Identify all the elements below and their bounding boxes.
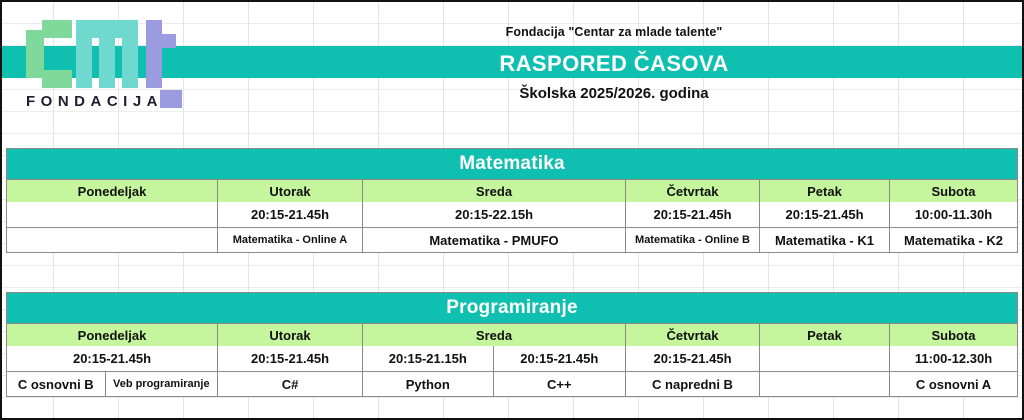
subject-cell-utorak[interactable]: Matematika - Online A xyxy=(218,227,363,252)
time-cell-cetvrtak[interactable]: 20:15-21.45h xyxy=(626,346,760,371)
time-cell-sreda-1[interactable]: 20:15-21.15h xyxy=(363,346,494,371)
subject-cell-petak[interactable] xyxy=(760,371,890,396)
time-cell-cetvrtak[interactable]: 20:15-21.45h xyxy=(626,202,760,227)
day-header-utorak: Utorak xyxy=(218,180,363,202)
subject-cells-sreda: Python C++ xyxy=(363,371,626,396)
subject-cell-ponedeljak[interactable] xyxy=(7,227,218,252)
time-cell-ponedeljak[interactable] xyxy=(7,202,218,227)
time-cell-petak[interactable] xyxy=(760,346,890,371)
days-header-row-matematika: Ponedeljak Utorak Sreda Četvrtak Petak S… xyxy=(7,179,1017,202)
time-cell-sreda[interactable]: 20:15-22.15h xyxy=(363,202,626,227)
day-header-ponedeljak: Ponedeljak xyxy=(7,180,218,202)
subject-cell-ponedeljak-1[interactable]: C osnovni B xyxy=(7,372,106,396)
subject-cell-cetvrtak[interactable]: Matematika - Online B xyxy=(626,227,760,252)
block-title-programiranje: Programiranje xyxy=(7,293,1017,323)
time-cell-utorak[interactable]: 20:15-21.45h xyxy=(218,202,363,227)
subject-cell-sreda-2[interactable]: C++ xyxy=(546,376,572,392)
day-header-subota: Subota xyxy=(931,327,976,343)
subject-cell-sreda-1[interactable]: Python xyxy=(363,372,494,396)
organization-name: Fondacija "Centar za mlade talente" xyxy=(505,25,723,39)
subject-cell-subota[interactable]: Matematika - K2 xyxy=(890,227,1017,252)
schedule-block-programiranje: Programiranje Ponedeljak Utorak Sreda Če… xyxy=(6,292,1018,397)
days-header-row-programiranje: Ponedeljak Utorak Sreda Četvrtak Petak S… xyxy=(7,323,1017,346)
day-header-petak: Petak xyxy=(760,180,890,202)
time-cell-sreda-2[interactable]: 20:15-21.45h xyxy=(520,351,599,366)
cmt-fondacija-logo: FONDACIJA xyxy=(14,8,204,108)
time-cells-sreda: 20:15-21.15h 20:15-21.45h xyxy=(363,346,626,371)
page-title: RASPORED ČASOVA xyxy=(499,51,729,76)
school-year-subtitle: Školska 2025/2026. godina xyxy=(519,85,709,102)
day-header-utorak: Utorak xyxy=(218,324,363,346)
main-title-band xyxy=(0,46,1024,78)
subject-cell-sreda[interactable]: Matematika - PMUFO xyxy=(363,227,626,252)
time-row-programiranje: 20:15-21.45h 20:15-21.45h 20:15-21.15h 2… xyxy=(7,346,1017,371)
subject-cell-subota[interactable]: C osnovni A xyxy=(890,371,1017,396)
block-title-matematika: Matematika xyxy=(7,149,1017,179)
time-cell-petak[interactable]: 20:15-21.45h xyxy=(760,202,890,227)
day-header-cetvrtak: Četvrtak xyxy=(626,324,760,346)
time-cell-subota[interactable]: 11:00-12.30h xyxy=(914,351,993,366)
subject-cell-utorak[interactable]: C# xyxy=(218,371,363,396)
day-header-subota: Subota xyxy=(931,183,976,199)
day-header-cetvrtak: Četvrtak xyxy=(626,180,760,202)
time-row-matematika: 20:15-21.45h 20:15-22.15h 20:15-21.45h 2… xyxy=(7,202,1017,227)
subject-cell-ponedeljak-2[interactable]: Veb programiranje xyxy=(112,378,210,390)
day-header-petak: Petak xyxy=(760,324,890,346)
subject-cell-cetvrtak[interactable]: C napredni B xyxy=(626,371,760,396)
subject-row-matematika: Matematika - Online A Matematika - PMUFO… xyxy=(7,227,1017,252)
day-header-ponedeljak: Ponedeljak xyxy=(7,324,218,346)
time-cell-ponedeljak[interactable]: 20:15-21.45h xyxy=(7,346,218,371)
day-header-sreda: Sreda xyxy=(363,180,626,202)
day-header-sreda: Sreda xyxy=(363,324,626,346)
time-cell-subota[interactable]: 10:00-11.30h xyxy=(914,207,993,222)
subject-cells-ponedeljak: C osnovni B Veb programiranje xyxy=(7,371,218,396)
logo-wordmark: FONDACIJA xyxy=(26,93,163,108)
subject-cell-petak[interactable]: Matematika - K1 xyxy=(760,227,890,252)
time-cell-utorak[interactable]: 20:15-21.45h xyxy=(218,346,363,371)
subject-row-programiranje: C osnovni B Veb programiranje C# Python … xyxy=(7,371,1017,396)
schedule-block-matematika: Matematika Ponedeljak Utorak Sreda Četvr… xyxy=(6,148,1018,253)
